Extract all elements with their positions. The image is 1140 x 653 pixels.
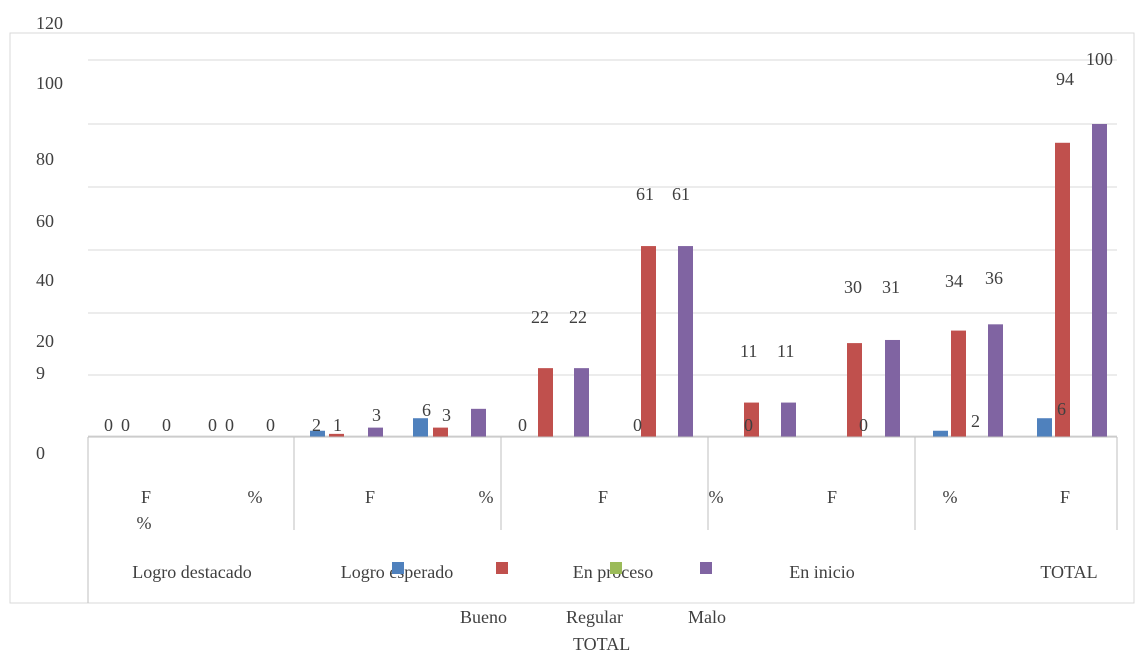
data-label: 0 xyxy=(859,415,868,435)
bar-regular xyxy=(744,402,759,437)
data-label: 36 xyxy=(985,268,1003,288)
legend-label-malo: Malo xyxy=(688,607,726,627)
x-group-label: TOTAL xyxy=(1040,562,1097,582)
y-tick-label: 120 xyxy=(36,13,63,33)
legend-swatch-bueno xyxy=(392,562,404,574)
data-label: 22 xyxy=(569,307,587,327)
data-label: 2 xyxy=(312,415,321,435)
x-group-label: Logro destacado xyxy=(132,562,251,582)
bar-bueno xyxy=(1037,418,1052,437)
data-label: 0 xyxy=(225,415,234,435)
bar-total xyxy=(471,408,486,437)
x-category-label: F xyxy=(141,487,151,507)
bar-total xyxy=(885,339,900,437)
bar-regular xyxy=(847,343,862,437)
bar-regular xyxy=(641,246,656,437)
data-label: 0 xyxy=(162,415,171,435)
x-category-label: F xyxy=(827,487,837,507)
y-axis-tick-labels: 0 9 20 40 60 80 100 120 xyxy=(36,13,63,463)
bar-total xyxy=(368,427,383,437)
data-label: 31 xyxy=(882,277,900,297)
data-label: 34 xyxy=(945,271,963,291)
bar-regular xyxy=(538,368,553,437)
data-label: 0 xyxy=(208,415,217,435)
x-axis: F% F% F% F% F%Logro destacado Logro esperado E… xyxy=(87,436,1118,603)
bar-regular xyxy=(433,427,448,437)
bar-regular xyxy=(329,433,344,437)
x-category-label: % xyxy=(709,487,724,507)
data-label: 6 xyxy=(422,400,431,420)
data-label: 0 xyxy=(633,415,642,435)
bar-total xyxy=(678,246,693,437)
legend-swatch-regular xyxy=(496,562,508,574)
legend-label-bueno: Bueno xyxy=(460,607,507,627)
data-label: 11 xyxy=(777,341,794,361)
bar-bueno xyxy=(310,430,325,437)
data-label: 100 xyxy=(1086,49,1113,69)
x-category-label: % xyxy=(248,487,263,507)
bars xyxy=(310,124,1107,437)
x-category-label: F xyxy=(598,487,608,507)
bar-total xyxy=(574,368,589,437)
x-category-label: F xyxy=(1060,487,1070,507)
data-label: 61 xyxy=(636,184,654,204)
legend-swatch-total xyxy=(700,562,712,574)
data-label: 0 xyxy=(121,415,130,435)
legend: Bueno Regular Malo TOTAL xyxy=(392,562,726,653)
data-label: 11 xyxy=(740,341,757,361)
y-tick-label: 20 xyxy=(36,331,54,351)
data-label: 61 xyxy=(672,184,690,204)
y-tick-label: 60 xyxy=(36,211,54,231)
data-label: 1 xyxy=(333,415,342,435)
y-tick-label: 80 xyxy=(36,149,54,169)
data-label: 0 xyxy=(744,415,753,435)
plot-frame xyxy=(9,32,1135,604)
data-label: 22 xyxy=(531,307,549,327)
y-tick-label: 100 xyxy=(36,73,63,93)
bar-regular xyxy=(951,330,966,437)
bar-bueno xyxy=(413,418,428,437)
legend-swatch-malo xyxy=(610,562,622,574)
y-tick-label: 9 xyxy=(36,363,45,383)
data-label: 3 xyxy=(372,405,381,425)
bar-total xyxy=(781,402,796,437)
legend-label-regular: Regular xyxy=(566,607,623,627)
x-category-label: % xyxy=(479,487,494,507)
data-label: 30 xyxy=(844,277,862,297)
data-label: 0 xyxy=(104,415,113,435)
x-category-label: F xyxy=(365,487,375,507)
x-group-label: En inicio xyxy=(789,562,855,582)
x-category-label: % xyxy=(943,487,958,507)
data-label: 0 xyxy=(518,415,527,435)
data-label: 0 xyxy=(266,415,275,435)
data-label: 94 xyxy=(1056,69,1074,89)
data-label: 2 xyxy=(971,411,980,431)
y-tick-label: 0 xyxy=(36,443,45,463)
x-category-label: % xyxy=(137,513,152,533)
legend-label-total: TOTAL xyxy=(573,634,630,653)
data-label: 6 xyxy=(1057,399,1066,419)
bar-total xyxy=(988,324,1003,437)
bar-bueno xyxy=(933,430,948,437)
bar-total xyxy=(1092,124,1107,437)
data-label: 3 xyxy=(442,405,451,425)
bar-regular xyxy=(1055,142,1070,437)
y-tick-label: 40 xyxy=(36,270,54,290)
